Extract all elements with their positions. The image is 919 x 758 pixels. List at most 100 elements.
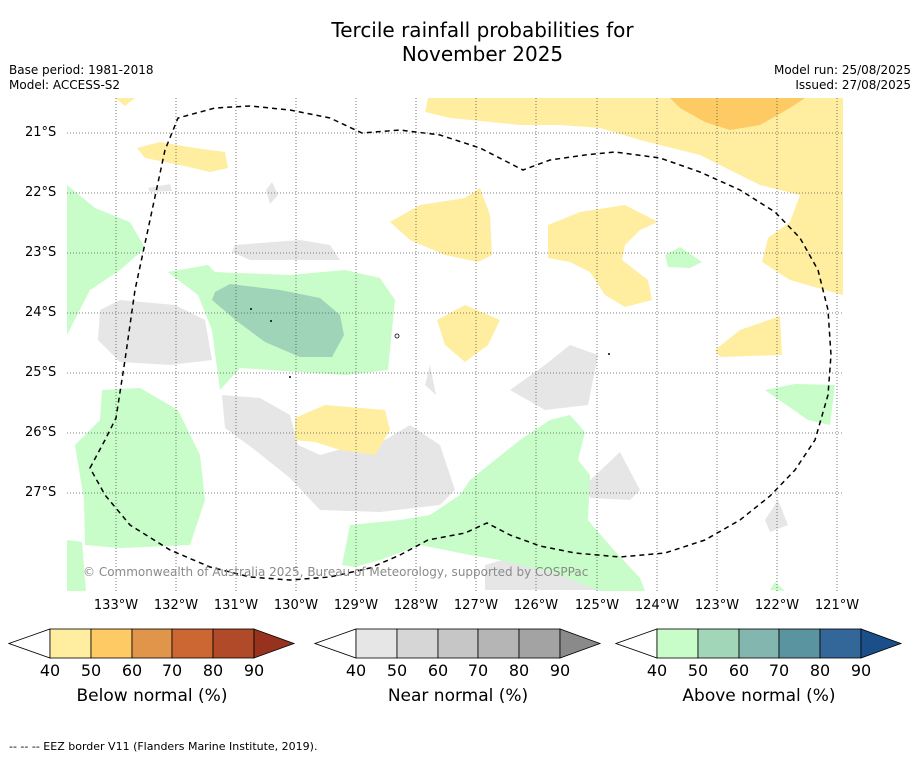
model-run: Model run: 25/08/2025 [773, 63, 911, 77]
meta-right: Model run: 25/08/2025 Issued: 27/08/2025 [774, 63, 911, 93]
near-normal-region [765, 500, 788, 532]
lon-label: 126°W [513, 598, 559, 613]
lon-label: 123°W [694, 598, 740, 613]
lon-label: 129°W [333, 598, 379, 613]
colorbar-max-arrow [253, 628, 296, 659]
lat-label: 27°S [25, 485, 57, 500]
colorbar-tick: 90 [549, 661, 571, 680]
title-line-2: November 2025 [401, 42, 564, 66]
colorbar-tick: 40 [646, 661, 668, 680]
colorbar-tick: 50 [687, 661, 709, 680]
colorbar-tick: 90 [243, 661, 265, 680]
eez-border [89, 105, 832, 581]
meta-left: Base period: 1981-2018 Model: ACCESS-S2 [9, 63, 154, 93]
colorbar-cell [90, 628, 133, 659]
lat-label: 23°S [25, 245, 57, 260]
colorbar-cell [131, 628, 173, 659]
below-normal-region [295, 405, 390, 455]
colorbar-tick: 60 [121, 661, 143, 680]
island-marker [608, 353, 610, 355]
near-normal-region [425, 365, 436, 395]
above-normal-region [67, 185, 145, 335]
above-normal-region [75, 388, 205, 548]
colorbar-cell [778, 628, 821, 659]
colorbar-below [8, 628, 296, 659]
below-normal-region [115, 98, 135, 106]
model-name: Model: ACCESS-S2 [9, 78, 121, 92]
colorbar-cell [171, 628, 214, 659]
colorbar-cell [738, 628, 780, 659]
colorbar-min-arrow [314, 628, 357, 659]
above-normal-strong-region [212, 284, 344, 357]
colorbar-cell [396, 628, 439, 659]
lon-label: 133°W [93, 598, 139, 613]
island-marker [270, 320, 272, 322]
colorbar-min-arrow [8, 628, 51, 659]
colorbar-near-label: Near normal (%) [387, 686, 529, 706]
colorbar-cell [656, 628, 699, 659]
colorbar-tick: 70 [467, 661, 489, 680]
lon-label: 124°W [634, 598, 680, 613]
colorbar-min-arrow [615, 628, 658, 659]
lat-label: 25°S [25, 365, 57, 380]
near-normal-region [510, 345, 598, 410]
colorbar-cell [518, 628, 561, 659]
above-normal-region [765, 384, 835, 425]
lon-label: 131°W [213, 598, 259, 613]
colorbar-tick: 40 [345, 661, 367, 680]
colorbar-below-label: Below normal (%) [76, 686, 228, 706]
lat-label: 21°S [25, 125, 57, 140]
eez-legend-note: -- -- -- EEZ border V11 (Flanders Marine… [9, 740, 318, 753]
colorbar-tick: 60 [728, 661, 750, 680]
lon-label: 128°W [393, 598, 439, 613]
colorbar-above [615, 628, 903, 659]
near-normal-region [148, 184, 172, 192]
below-normal-region [425, 98, 843, 295]
lon-label: 125°W [574, 598, 620, 613]
colorbar-cell [49, 628, 92, 659]
colorbar-cell [819, 628, 862, 659]
lon-label: 127°W [453, 598, 499, 613]
above-normal-region [67, 540, 86, 591]
colorbar-cell [477, 628, 520, 659]
colorbar-max-arrow [860, 628, 903, 659]
below-normal-strong-region [670, 98, 805, 130]
colorbar-tick: 80 [508, 661, 530, 680]
colorbar-tick: 80 [809, 661, 831, 680]
above-normal-region [342, 415, 645, 591]
above-normal-region [665, 247, 702, 268]
colorbar-tick: 90 [850, 661, 872, 680]
colorbar-near [314, 628, 602, 659]
colorbar-tick: 50 [80, 661, 102, 680]
colorbar-cell [697, 628, 740, 659]
copyright-notice: © Commonwealth of Australia 2025, Bureau… [83, 565, 589, 579]
colorbar-max-arrow [559, 628, 602, 659]
colorbar-cell [212, 628, 255, 659]
below-normal-region [137, 142, 228, 172]
below-normal-region [548, 205, 658, 307]
colorbar-tick: 70 [768, 661, 790, 680]
lat-label: 26°S [25, 425, 57, 440]
lon-label: 122°W [754, 598, 800, 613]
lat-label: 24°S [25, 305, 57, 320]
above-normal-region [770, 582, 785, 591]
lon-label: 130°W [273, 598, 319, 613]
colorbar-above-label: Above normal (%) [682, 686, 836, 706]
below-normal-region [715, 316, 782, 357]
below-normal-region [437, 305, 500, 362]
island-marker [289, 376, 291, 378]
colorbar-cell [355, 628, 398, 659]
colorbar-cell [437, 628, 479, 659]
island-marker [394, 333, 400, 339]
title-line-1: Tercile rainfall probabilities for [331, 18, 634, 42]
colorbar-tick: 40 [39, 661, 61, 680]
chart-title: Tercile rainfall probabilities for Novem… [0, 18, 919, 66]
graticule [67, 98, 843, 591]
lon-label: 132°W [153, 598, 199, 613]
near-normal-region [222, 395, 455, 512]
colorbar-tick: 60 [427, 661, 449, 680]
colorbar-tick: 70 [161, 661, 183, 680]
lon-label: 121°W [814, 598, 860, 613]
island-marker [250, 308, 252, 310]
colorbar-tick: 80 [202, 661, 224, 680]
